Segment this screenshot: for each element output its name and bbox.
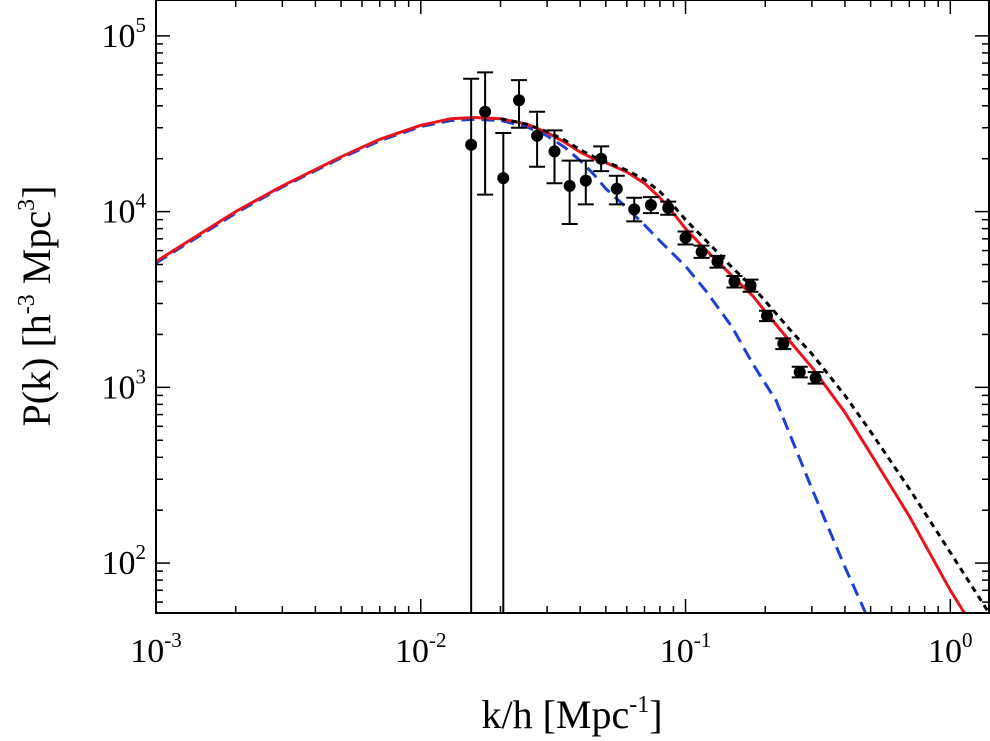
data-point [626,196,643,223]
data-marker [711,255,724,268]
y-tick-label: 103 [102,364,147,406]
data-point [593,145,610,173]
data-marker [595,152,608,165]
x-tick-label: 10-2 [395,628,447,670]
data-point [791,365,808,379]
x-axis-label: k/h [Mpc-1] [481,692,662,737]
data-marker [793,366,806,379]
data-marker [531,129,544,142]
data-marker [695,245,708,258]
x-tick-label: 10-3 [130,628,182,670]
tick-labels-layer: 10-3 10-2 10-1 100 102 103 104 105 [102,13,973,670]
data-point [529,110,546,168]
y-tick-label: 104 [102,189,147,231]
data-point [463,77,480,613]
data-marker [744,279,757,292]
data-points-layer [463,71,824,613]
data-marker [628,203,641,216]
data-point [726,275,743,289]
data-point [561,159,578,226]
series-layer [156,115,989,613]
data-point [758,309,775,323]
data-point [642,196,659,215]
data-marker [479,105,492,118]
data-point [511,79,528,129]
data-marker [760,309,773,322]
data-point [577,159,594,206]
data-marker [777,337,790,350]
data-point [677,230,694,246]
data-marker [809,372,822,385]
x-tick-label: 100 [928,628,973,670]
data-point [660,200,677,216]
data-marker [548,145,561,158]
data-marker [728,275,741,288]
ticks-layer [155,0,989,613]
data-marker [662,201,675,214]
data-point [693,244,710,259]
data-marker [497,172,510,185]
y-tick-label: 105 [102,13,147,55]
data-point [608,174,625,206]
data-point [495,132,512,613]
plot-frame [155,0,990,614]
x-tick-label: 10-1 [660,628,712,670]
y-axis-label: P(k) [h-3 Mpc3] [14,186,59,427]
data-marker [465,138,478,151]
y-tick-label: 102 [102,540,147,582]
data-marker [610,182,623,195]
data-point [775,337,792,351]
data-point [807,371,824,385]
data-point [546,129,563,185]
series-line-dotted-black [500,117,989,613]
data-marker [679,231,692,244]
data-point [477,71,494,196]
data-point [742,278,759,293]
data-point [709,254,726,269]
data-marker [563,179,576,192]
data-marker [513,94,526,107]
series-line-solid-red [156,115,967,613]
data-marker [579,174,592,187]
data-marker [644,199,657,212]
